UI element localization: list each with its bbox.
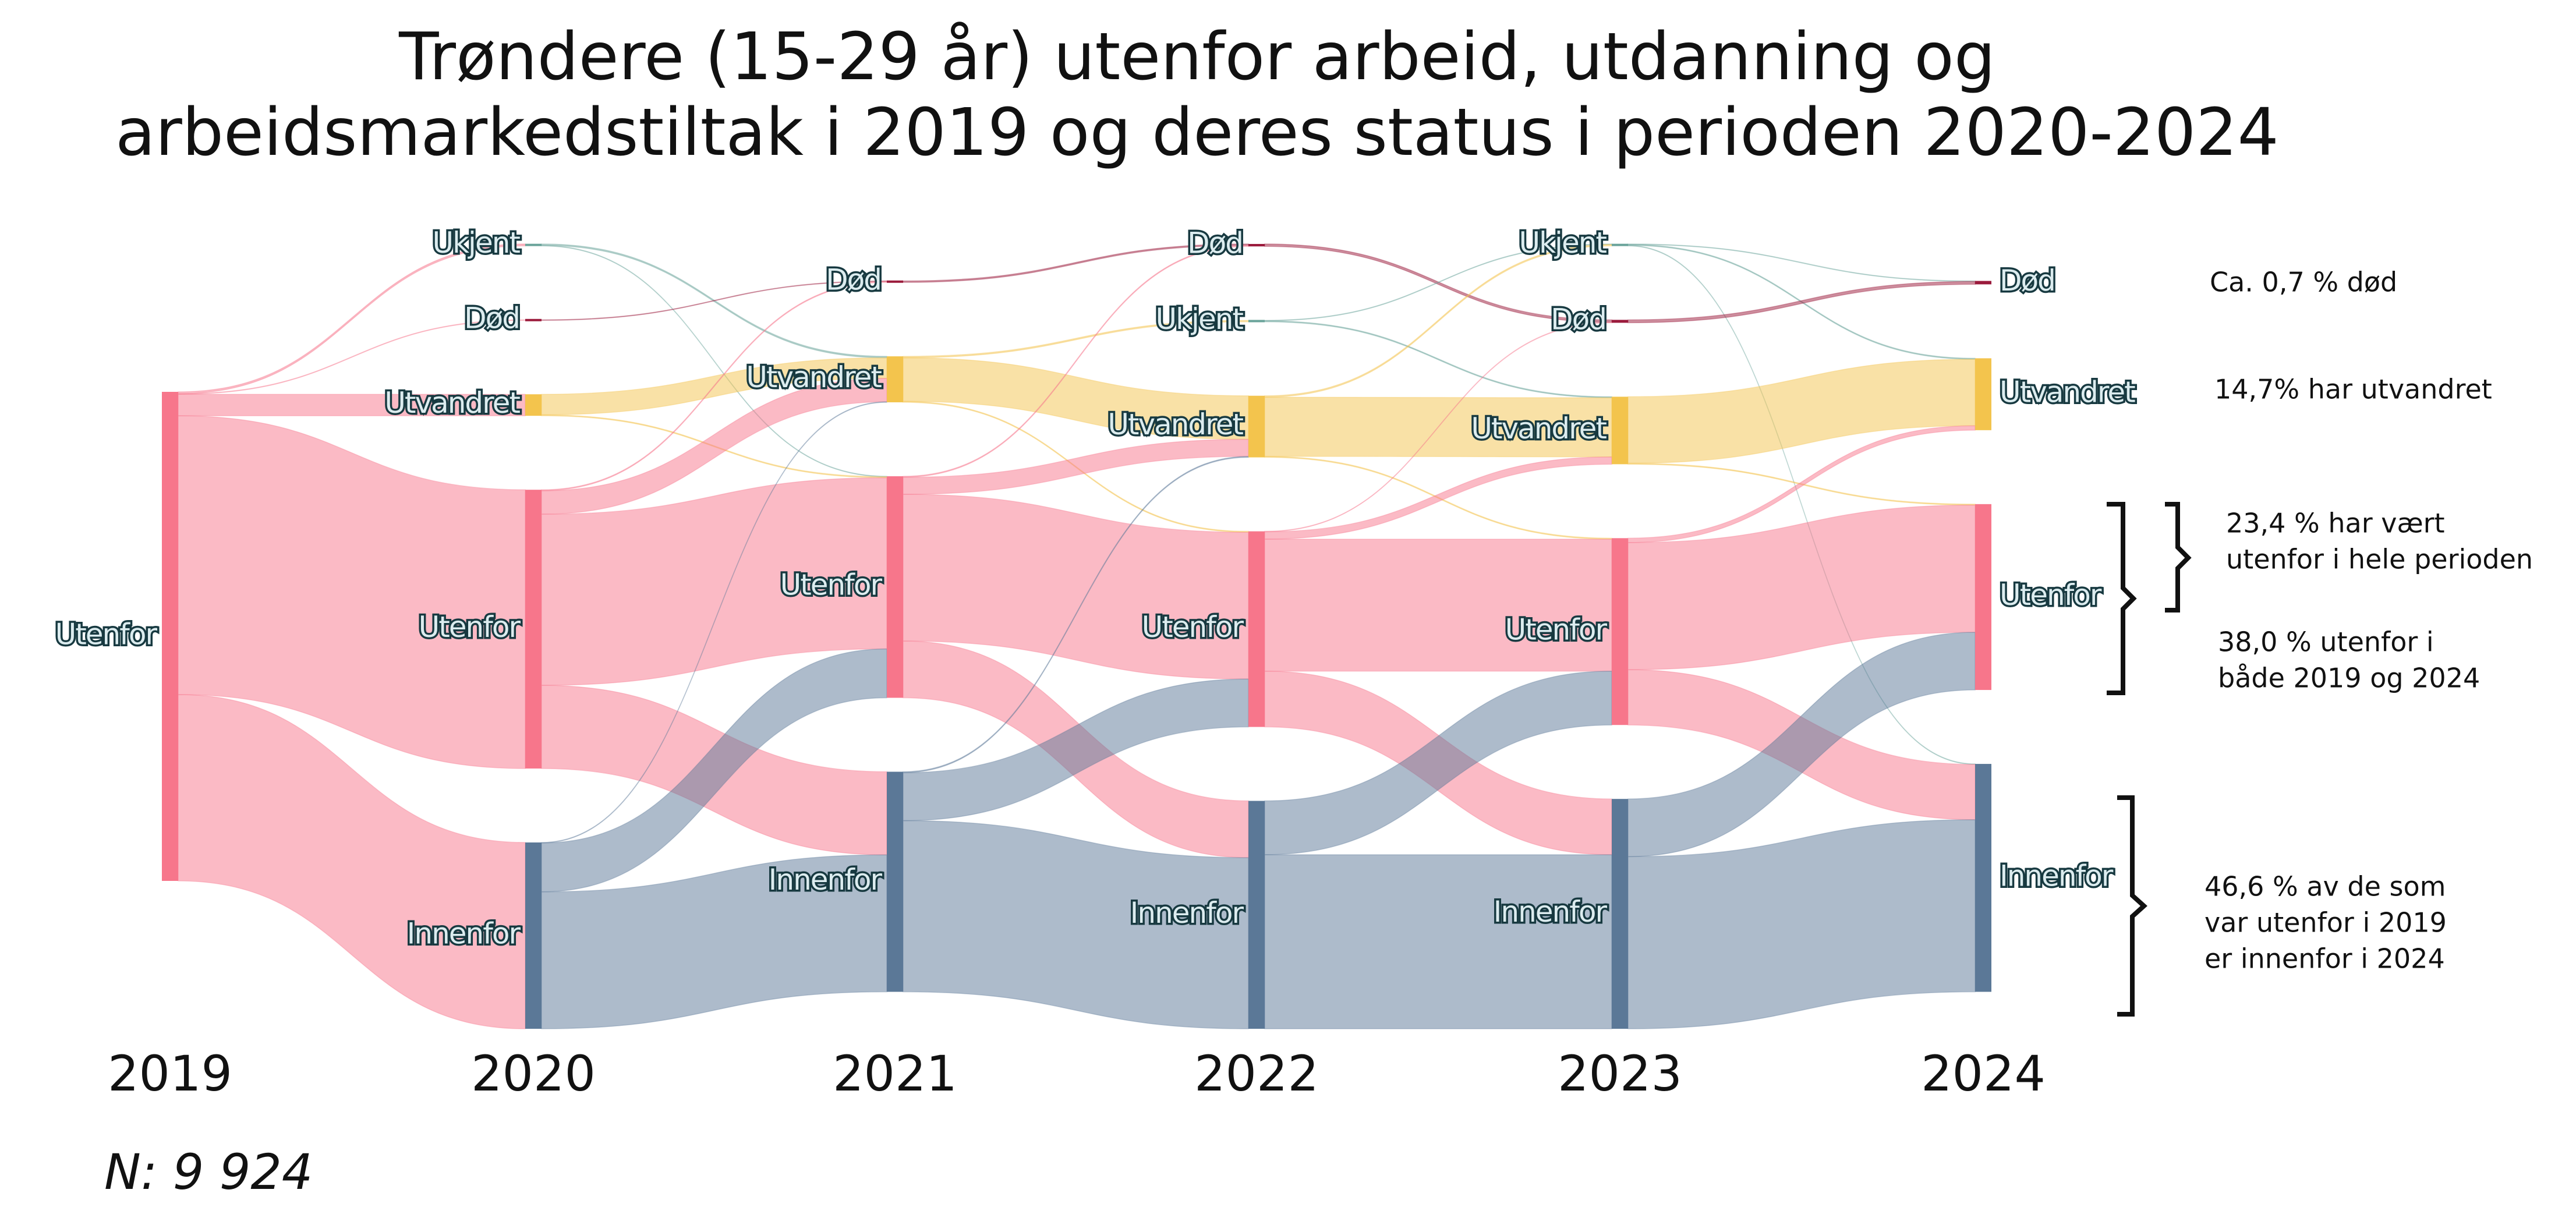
links [178, 243, 1976, 1029]
labels: Utenfor 2019 Ukjent Død Utvandret Utenfor Inne… [53, 224, 2138, 1102]
node [887, 771, 903, 992]
stage-label: 2023 [1558, 1045, 1682, 1102]
node-label: Innenfor [1494, 895, 1608, 929]
node-label: Død [1551, 302, 1606, 336]
annotation: både 2019 og 2024 [2218, 663, 2480, 694]
node-label: Utvandret [2000, 376, 2135, 409]
annotation: 14,7% har utvandret [2214, 374, 2492, 405]
chart-title: arbeidsmarkedstiltak i 2019 og deres sta… [115, 95, 2279, 171]
node-label: Innenfor [407, 916, 521, 950]
node [1248, 244, 1265, 247]
node [1612, 243, 1628, 246]
node [525, 842, 542, 1029]
stage-label: 2019 [108, 1045, 232, 1102]
note: N: 9 924 [104, 1143, 313, 1201]
node [1975, 358, 1991, 430]
node-label: Død [2000, 264, 2055, 298]
node-label: Utvandret [1471, 412, 1607, 445]
flow [1264, 321, 1612, 533]
flow [903, 456, 1249, 773]
node [887, 280, 903, 283]
node-label: Utenfor [55, 618, 158, 652]
node-label: Utenfor [2000, 578, 2102, 612]
annotation: var utenfor i 2019 [2205, 907, 2447, 939]
node [1975, 764, 1991, 992]
node-label: Innenfor [769, 863, 883, 897]
node [525, 318, 542, 321]
stage-label: 2024 [1921, 1045, 2046, 1102]
node-label: Innenfor [1130, 896, 1244, 930]
node [1612, 320, 1628, 323]
node-label: Utenfor [1142, 610, 1244, 644]
node-label: Utenfor [419, 610, 521, 644]
node-label: Innenfor [2000, 859, 2114, 893]
flow [1264, 539, 1612, 672]
bracket [2117, 795, 2147, 1017]
flow [1627, 359, 1976, 464]
annotation: er innenfor i 2024 [2205, 943, 2445, 975]
node [1248, 531, 1265, 727]
node [525, 490, 542, 769]
nodes [162, 243, 1991, 1029]
node-label: Død [464, 301, 519, 335]
node-label: Ukjent [433, 226, 521, 260]
annotation: utenfor i hele perioden [2226, 544, 2533, 575]
annotation: 38,0 % utenfor i [2218, 626, 2434, 658]
node [1612, 396, 1628, 465]
node-label: Utvandret [384, 386, 520, 420]
stage-label: 2022 [1194, 1045, 1319, 1102]
node [162, 392, 178, 881]
node [1248, 320, 1265, 323]
node [525, 243, 542, 246]
node [887, 356, 903, 402]
chart-title: Trøndere (15-29 år) utenfor arbeid, utda… [398, 19, 1995, 95]
flow [1627, 281, 1976, 324]
annotation: Ca. 0,7 % død [2210, 267, 2397, 298]
node-label: Utvandret [746, 360, 882, 394]
node [1612, 538, 1628, 725]
node [1248, 395, 1265, 458]
annotation: 46,6 % av de som [2205, 871, 2446, 902]
node [525, 394, 542, 416]
node [1975, 281, 1991, 285]
annotation: 23,4 % har vært [2226, 508, 2445, 539]
node-label: Død [1187, 226, 1243, 260]
flow [1264, 456, 1612, 540]
node-label: Ukjent [1519, 226, 1607, 260]
stage-label: 2021 [833, 1045, 957, 1102]
node [887, 476, 903, 698]
node [1612, 799, 1628, 1029]
node-label: Utenfor [780, 568, 883, 602]
node-label: Ukjent [1156, 302, 1244, 336]
stage-label: 2020 [471, 1045, 596, 1102]
node-label: Utenfor [1505, 612, 1608, 646]
node [1975, 504, 1991, 691]
node [1248, 801, 1265, 1029]
bracket [2165, 502, 2192, 612]
node-label: Utvandret [1107, 408, 1243, 441]
bracket [2107, 502, 2137, 695]
flow [1264, 854, 1612, 1029]
node-label: Død [826, 263, 881, 296]
